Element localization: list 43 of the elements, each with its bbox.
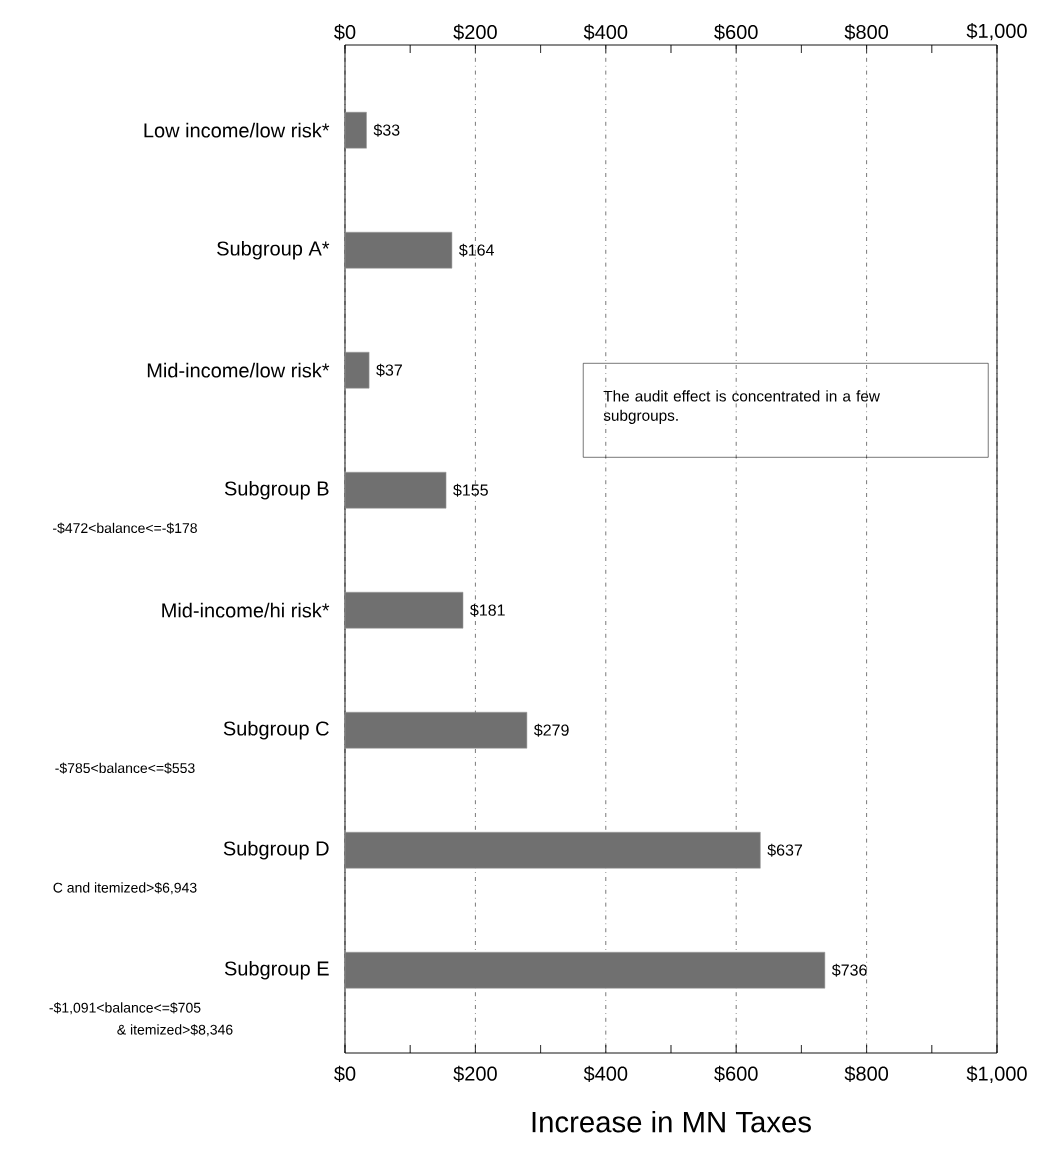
x2-tick-label: $800 [844, 1065, 889, 1082]
data-label: $637 [767, 843, 803, 857]
y-tick-label: Subgroup B [224, 480, 329, 500]
y-tick-label: Subgroup D [223, 840, 329, 860]
y-tick-label: Subgroup E [224, 960, 329, 980]
data-label: $37 [376, 363, 402, 377]
x-tick-label: $200 [453, 24, 497, 41]
x-tick-label: $0 [334, 24, 356, 41]
x-tick-label: $400 [583, 24, 628, 41]
y-tick-label: Low income/low risk* [144, 122, 330, 138]
y-tick-label: Subgroup C [223, 720, 329, 740]
bar [344, 711, 528, 749]
bar [344, 951, 826, 989]
x2-tick-label: $0 [334, 1065, 356, 1082]
annotation: The audit effect is concentrated in a few subgroups. [603, 390, 880, 424]
data-label: $279 [534, 723, 569, 737]
bar [344, 231, 453, 269]
bar [344, 111, 367, 149]
x2-tick-label: $200 [453, 1065, 497, 1082]
x-axis-title: Increase in MN Taxes [532, 1110, 811, 1133]
data-label: $181 [470, 603, 505, 617]
text: C and itemized>$6,943 [53, 882, 197, 895]
y-tick-label: Mid-income/hi risk* [162, 602, 330, 618]
x-tick-label: $600 [714, 24, 758, 41]
text: & itemized>$8,346 [117, 1024, 233, 1037]
x2-tick-label: $1,000 [966, 1065, 1027, 1084]
x2-tick-label: $400 [583, 1065, 628, 1082]
data-label: $164 [459, 243, 494, 257]
text: -$785<balance<=$553 [55, 762, 195, 774]
text: -$1,091<balance<=$705 [49, 1002, 201, 1015]
x-tick-label: $1,000 [966, 22, 1027, 41]
data-label: $155 [453, 483, 488, 497]
y-tick-label: Subgroup A* [217, 240, 330, 260]
x-tick-label: $800 [844, 24, 889, 41]
data-label: $736 [831, 963, 867, 977]
y-tick-label: Mid-income/low risk* [147, 362, 330, 378]
data-label: $33 [373, 123, 400, 137]
text: -$472<balance<=-$178 [53, 522, 197, 534]
x2-tick-label: $600 [714, 1065, 758, 1082]
bar [344, 471, 447, 509]
bar [344, 831, 761, 869]
bar [344, 351, 370, 389]
bar [344, 591, 464, 629]
